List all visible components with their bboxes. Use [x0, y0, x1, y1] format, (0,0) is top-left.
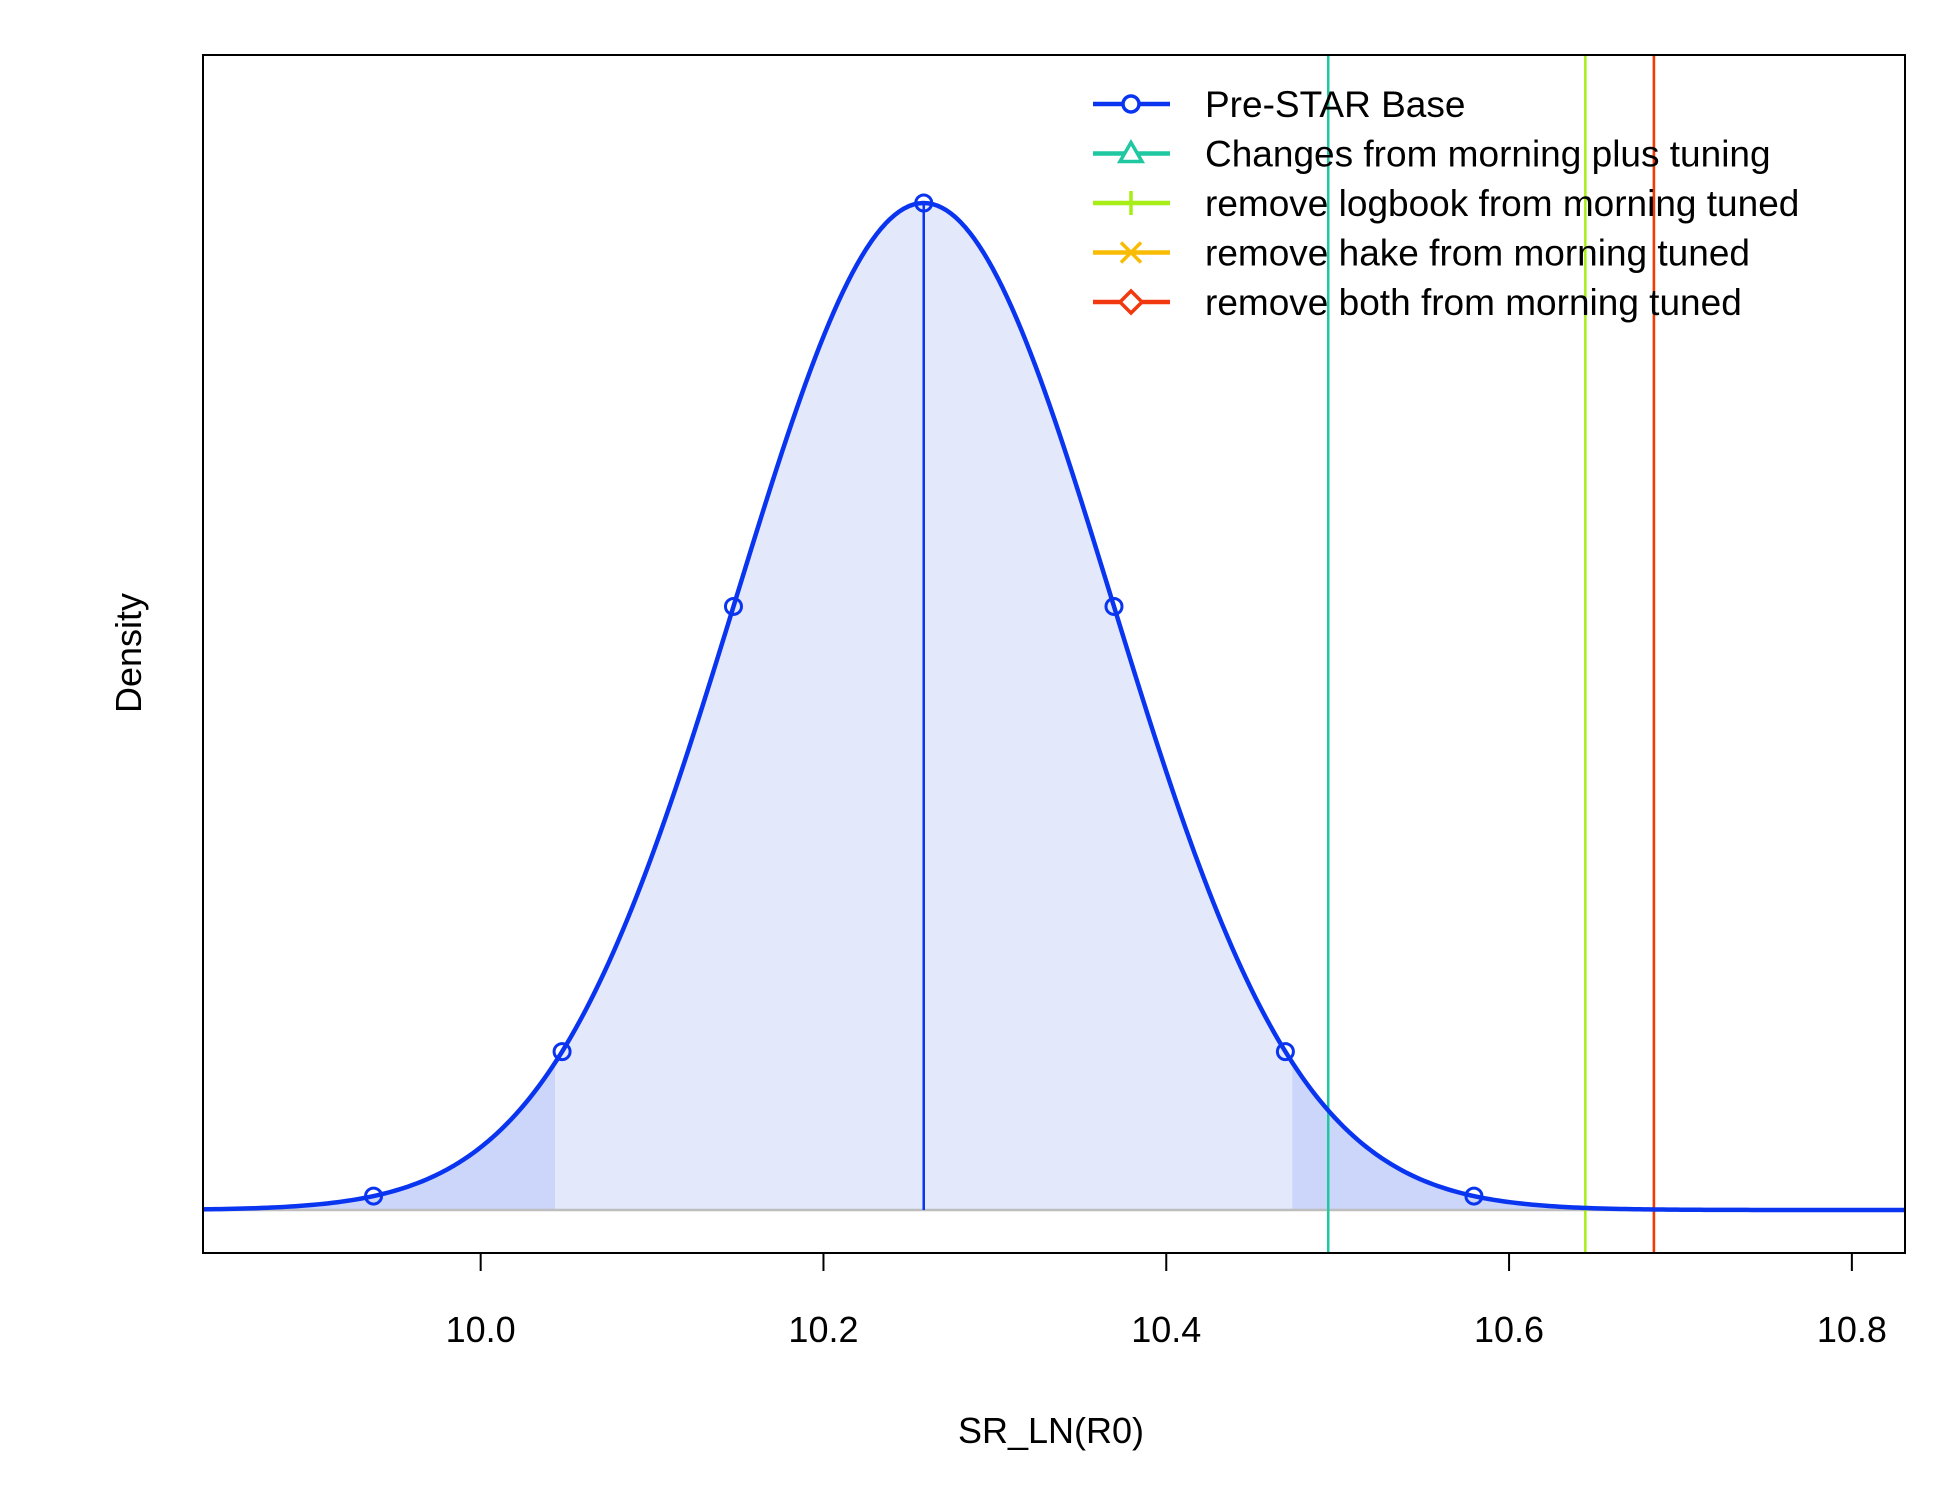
density-tail-left — [203, 1062, 556, 1210]
density-tail-right — [1292, 1062, 1905, 1210]
legend-item: Changes from morning plus tuning — [1093, 134, 1771, 175]
x-tick-label: 10.0 — [446, 1309, 516, 1350]
density-fill-layer — [203, 203, 1905, 1210]
legend-label: remove both from morning tuned — [1205, 282, 1742, 323]
legend-label: remove hake from morning tuned — [1205, 233, 1750, 274]
legend-item: remove logbook from morning tuned — [1093, 183, 1799, 224]
legend-item: Pre-STAR Base — [1093, 84, 1465, 125]
legend-triangle-icon — [1116, 139, 1146, 164]
plot-frame — [202, 54, 1906, 1254]
legend-item: remove both from morning tuned — [1093, 282, 1742, 323]
x-tick-label: 10.6 — [1474, 1309, 1544, 1350]
legend-item: remove hake from morning tuned — [1093, 233, 1750, 274]
x-axis-title: SR_LN(R0) — [958, 1410, 1144, 1451]
legend-diamond-icon — [1117, 288, 1145, 316]
density-point-marker — [1275, 1042, 1295, 1062]
density-point-marker — [364, 1186, 384, 1206]
legend-circle-icon — [1121, 94, 1141, 114]
density-point-marker — [1104, 596, 1124, 616]
density-point-marker — [914, 193, 934, 213]
x-tick-label: 10.4 — [1131, 1309, 1201, 1350]
density-point-marker — [723, 596, 743, 616]
legend-cross-icon — [1119, 241, 1143, 264]
legend-label: Pre-STAR Base — [1205, 84, 1465, 125]
x-tick-label: 10.8 — [1817, 1309, 1887, 1350]
density-point-marker — [552, 1042, 572, 1062]
x-axis: 10.0 10.2 10.4 10.6 10.8 — [446, 1253, 1887, 1350]
legend-label: Changes from morning plus tuning — [1205, 134, 1771, 175]
legend-plus-icon — [1119, 191, 1143, 215]
density-curve — [203, 200, 1905, 1213]
x-tick-label: 10.2 — [788, 1309, 858, 1350]
density-point-marker — [1464, 1186, 1484, 1206]
y-axis-title: Density — [108, 593, 149, 713]
legend-label: remove logbook from morning tuned — [1205, 183, 1799, 224]
legend: Pre-STAR Base Changes from morning plus t… — [1093, 84, 1799, 323]
data-line-layer — [203, 55, 1905, 1253]
